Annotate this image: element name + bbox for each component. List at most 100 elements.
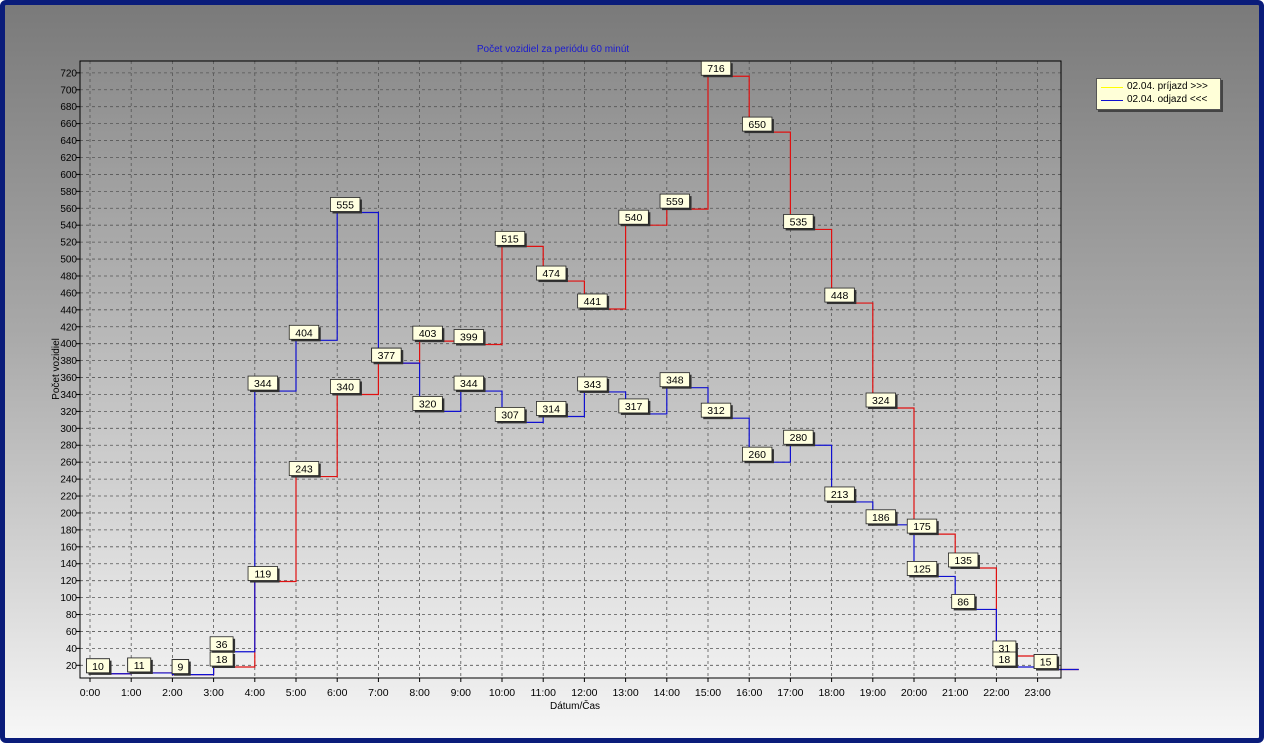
data-label: 186: [865, 509, 898, 526]
data-label-text: 280: [790, 432, 808, 444]
data-label: 377: [371, 347, 404, 365]
x-tick-label: 15:00: [695, 687, 721, 699]
data-label: 18: [209, 651, 236, 668]
y-tick-label: 160: [60, 542, 77, 553]
data-label: 260: [742, 446, 774, 464]
x-tick-label: 4:00: [245, 687, 266, 699]
data-label-text: 474: [542, 268, 560, 280]
data-label: 175: [906, 518, 939, 536]
data-label: 441: [577, 293, 610, 310]
data-label: 18: [992, 651, 1018, 668]
data-label: 314: [536, 401, 568, 418]
y-tick-label: 20: [66, 661, 78, 672]
data-label-text: 650: [748, 119, 766, 131]
legend-item-odjazd: 02.04. odjazd <<<: [1097, 94, 1220, 107]
data-label-text: 243: [295, 464, 313, 476]
data-label-text: 314: [542, 403, 560, 415]
x-tick-label: 20:00: [901, 687, 927, 699]
plot-background: [80, 61, 1061, 678]
data-label: 320: [412, 395, 445, 413]
data-label-box: [865, 392, 896, 408]
plot-area: [80, 61, 1061, 678]
data-label: 399: [453, 329, 486, 346]
y-tick-label: 340: [60, 390, 77, 401]
data-label-box: [742, 446, 773, 462]
data-label: 344: [247, 375, 280, 393]
x-tick-label: 14:00: [654, 687, 680, 699]
data-label-text: 31: [999, 643, 1011, 655]
data-label-box: [577, 293, 608, 309]
data-label-text: 260: [748, 449, 766, 461]
data-label: 243: [288, 461, 321, 478]
y-tick-label: 80: [66, 610, 78, 621]
data-label-text: 344: [254, 378, 272, 390]
data-label: 515: [494, 230, 527, 248]
data-label-box: [412, 325, 443, 341]
axes: 20 40 60 80 100 120 140 160 180 200 220 240 260 280 30…: [60, 60, 1062, 699]
data-label-text: 320: [419, 398, 437, 410]
data-label-text: 18: [999, 654, 1011, 666]
data-label-box: [951, 594, 976, 609]
data-label: 119: [247, 566, 280, 583]
x-tick-label: 9:00: [451, 687, 472, 699]
data-label-text: 36: [216, 639, 228, 651]
data-label-box: [618, 398, 649, 414]
data-label: 540: [618, 209, 651, 227]
data-label-box: [783, 214, 814, 229]
y-tick-label: 420: [60, 322, 77, 333]
x-tick-label: 6:00: [327, 687, 348, 699]
y-tick-label: 200: [60, 508, 77, 519]
x-tick-label: 3:00: [203, 687, 224, 699]
legend-label-odjazd: 02.04. odjazd <<<: [1127, 94, 1208, 105]
data-label: 15: [1033, 654, 1060, 671]
y-tick-label: 180: [60, 525, 77, 536]
data-label: 555: [330, 197, 362, 214]
data-label-text: 448: [831, 290, 849, 302]
y-tick-label: 300: [60, 424, 77, 435]
data-label-box: [824, 287, 855, 303]
data-label: 125: [906, 561, 939, 578]
data-label: 474: [536, 265, 568, 283]
data-label: 403: [412, 325, 445, 343]
data-label-box: [288, 461, 320, 476]
data-labels: 1011918119243340377403399515474441540559…: [86, 60, 1060, 676]
y-tick-label: 280: [60, 441, 77, 452]
data-label-box: [494, 230, 526, 246]
data-label-text: 555: [336, 199, 354, 211]
data-label-box: [494, 406, 526, 422]
legend-item-prijazd: 02.04. príjazd >>>: [1097, 81, 1220, 94]
data-label-box: [992, 651, 1017, 667]
y-tick-label: 700: [60, 85, 77, 96]
data-label-box: [127, 657, 152, 673]
data-label-box: [1033, 654, 1058, 669]
y-tick-label: 580: [60, 187, 77, 198]
y-axis-label: Počet vozidiel: [51, 338, 62, 400]
y-tick-label: 540: [60, 221, 77, 232]
data-label-text: 403: [419, 328, 437, 340]
data-label-text: 559: [666, 196, 684, 208]
x-tick-label: 11:00: [530, 687, 556, 699]
y-tick-label: 320: [60, 407, 77, 418]
legend-label-prijazd: 02.04. príjazd >>>: [1127, 81, 1208, 92]
y-tick-label: 560: [60, 204, 77, 215]
data-label-text: 86: [957, 596, 969, 608]
data-label-text: 340: [336, 381, 354, 393]
data-label-text: 119: [254, 569, 271, 581]
x-tick-label: 21:00: [942, 687, 968, 699]
data-label-text: 344: [460, 378, 478, 390]
data-label-text: 377: [378, 350, 396, 362]
x-axis-label: Dátum/Čas: [550, 699, 600, 712]
x-tick-label: 8:00: [409, 687, 430, 699]
x-tick-label: 22:00: [983, 687, 1009, 699]
data-label-text: 15: [1040, 657, 1052, 669]
data-label: 650: [742, 116, 774, 134]
data-label-box: [700, 402, 732, 418]
y-tick-label: 380: [60, 356, 77, 367]
data-label-text: 515: [501, 233, 519, 245]
data-label-text: 317: [625, 401, 643, 413]
data-label-box: [577, 376, 608, 392]
data-label-text: 324: [872, 395, 890, 407]
legend-swatch-prijazd: [1101, 87, 1123, 88]
data-label-box: [288, 324, 320, 340]
x-tick-label: 16:00: [736, 687, 762, 699]
